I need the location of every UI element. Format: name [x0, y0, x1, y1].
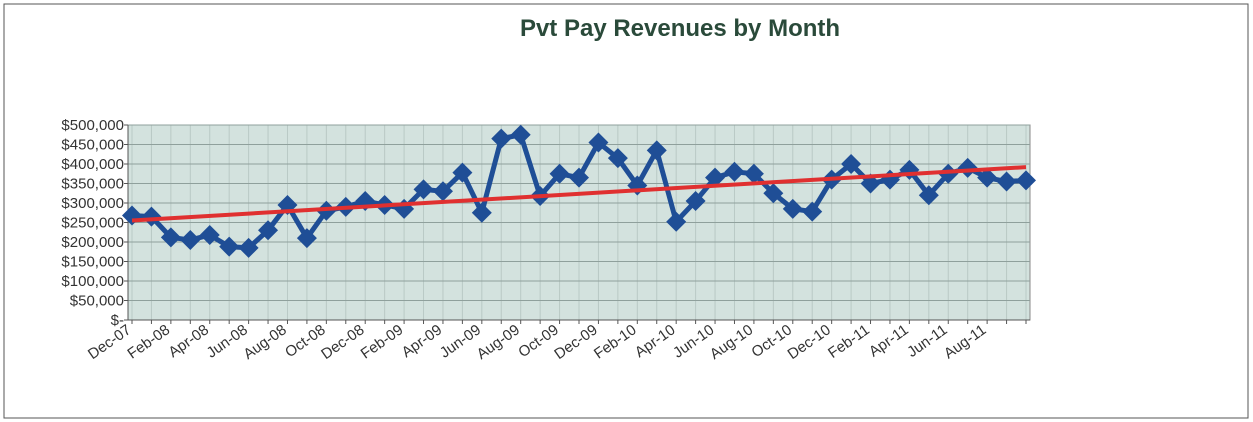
data-point: [160, 227, 181, 248]
y-tick-label: $150,000: [61, 254, 124, 271]
y-tick-label: $100,000: [61, 273, 124, 290]
data-point: [763, 183, 784, 204]
data-point: [296, 228, 317, 249]
y-tick-label: $500,000: [61, 117, 124, 134]
data-point: [199, 224, 220, 245]
data-point: [918, 185, 939, 206]
data-point: [588, 132, 609, 153]
data-point: [180, 230, 201, 251]
data-point: [238, 237, 259, 258]
data-point: [724, 161, 745, 182]
y-tick-label: $300,000: [61, 195, 124, 212]
data-point: [569, 167, 589, 188]
y-tick-label: $450,000: [61, 137, 124, 154]
data-point: [996, 171, 1017, 192]
trendline: [131, 165, 1027, 223]
data-point: [685, 191, 706, 212]
chart-title: Pvt Pay Revenues by Month: [520, 15, 840, 42]
data-point: [432, 181, 453, 202]
data-point: [841, 154, 862, 174]
y-tick-label: $-: [111, 312, 124, 329]
data-point: [782, 198, 803, 219]
data-point: [666, 211, 687, 232]
data-point: [452, 162, 473, 183]
data-point: [977, 167, 998, 188]
y-tick-label: $350,000: [61, 176, 124, 193]
data-point: [510, 124, 531, 145]
data-point: [1016, 170, 1036, 191]
y-tick-label: $400,000: [61, 156, 124, 173]
y-tick-label: $250,000: [61, 215, 124, 232]
data-point: [258, 220, 279, 241]
data-point: [646, 140, 667, 161]
y-tick-label: $50,000: [70, 293, 124, 310]
data-point: [549, 163, 570, 184]
data-point: [471, 202, 492, 223]
data-point: [491, 128, 512, 149]
data-point: [219, 236, 240, 257]
data-point: [413, 179, 434, 200]
data-point: [743, 163, 764, 184]
y-tick-label: $200,000: [61, 234, 124, 251]
data-point: [705, 167, 726, 188]
data-point: [607, 148, 628, 169]
data-point: [802, 201, 823, 222]
